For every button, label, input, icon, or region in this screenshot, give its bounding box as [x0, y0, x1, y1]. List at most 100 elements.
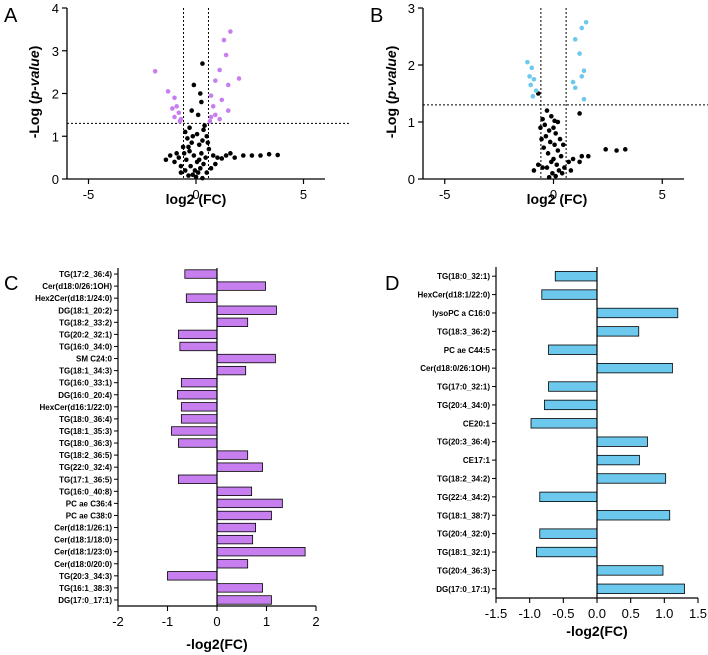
panel-b-y-tick-label: 0: [408, 172, 415, 187]
panel-a-point: [249, 153, 255, 158]
panel-b-significant-point: [581, 68, 587, 73]
panel-c-bar: [184, 269, 218, 279]
panel-b-point: [559, 171, 565, 176]
panel-c-category-label: Cer(d18:1/23:0): [54, 548, 112, 557]
panel-c-bar: [216, 450, 249, 460]
panel-a-point: [200, 175, 205, 181]
panel-b-significant-point: [530, 94, 536, 99]
panel-b-point: [568, 168, 574, 173]
panel-a-ylabel: -Log (p-value): [26, 46, 42, 139]
panel-b-significant-point: [525, 59, 530, 65]
panel-c-category-label: TG(18:1_34:3): [59, 367, 112, 376]
panel-b-point: [541, 145, 547, 150]
panel-d-category-label: TG(20:4_36:3): [437, 566, 490, 575]
panel-b-point: [603, 147, 608, 152]
panel-c-category-label: TG(18:2_33:2): [59, 318, 112, 327]
panel-d-bar: [596, 362, 673, 374]
panel-b-point: [545, 151, 551, 156]
panel-d-category-label: lysoPC a C16:0: [432, 309, 490, 318]
panel-d-category-label: TG(20:4_34:0): [437, 401, 490, 410]
panel-d-category-label: TG(18:3_36:2): [437, 327, 490, 336]
panel-c-category-label: TG(16:0_34:0): [59, 342, 112, 351]
panel-b-significant-point: [533, 88, 539, 93]
panel-d-bar: [596, 454, 640, 466]
panel-a-point: [163, 157, 169, 163]
panel-b-point: [570, 156, 576, 162]
panel-c-bar: [180, 402, 218, 412]
panel-a-significant-point: [174, 104, 179, 109]
panel-b-point: [551, 125, 556, 130]
panel-c-category-label: TG(16:0_40:8): [59, 487, 112, 496]
panel-a-xlabel: log2 (FC): [166, 191, 227, 207]
panel-b-point: [553, 131, 558, 136]
panel-d-category-label: CE20:1: [463, 419, 491, 428]
panel-b-point: [547, 139, 553, 145]
panel-d-bar: [554, 271, 598, 282]
panel-b-letter: B: [370, 5, 383, 27]
panel-b-x-tick-label: -5: [439, 187, 451, 202]
panel-a-significant-point: [172, 95, 177, 101]
panel-c-bar: [216, 353, 276, 364]
panel-c-bar: [216, 486, 253, 496]
panel-c-bar: [216, 462, 263, 472]
panel-c-bar: [216, 317, 249, 327]
panel-b-point: [552, 142, 557, 148]
panel-a-point: [195, 112, 201, 118]
panel-c-bar: [216, 522, 257, 533]
panel-c-bar: [180, 378, 218, 388]
panel-c-bar: [216, 305, 277, 315]
panel-a-point: [258, 153, 263, 158]
panel-a-point: [195, 170, 201, 175]
panel-c-bar: [216, 365, 247, 376]
panel-a-point: [232, 155, 237, 160]
panel-a-significant-point: [225, 82, 231, 88]
panel-d-x-tick-label: 1.5: [689, 606, 707, 621]
panel-c-category-label: SM C24:0: [76, 355, 113, 364]
panel-d-x-tick-label: 0.5: [622, 606, 640, 621]
panel-a-point: [184, 157, 189, 163]
panel-d-category-label: TG(18:1_38:7): [437, 511, 490, 520]
panel-b-point: [543, 133, 549, 139]
panel-b-significant-point: [570, 79, 576, 85]
panel-a-point: [213, 161, 218, 167]
panel-d-bar: [596, 326, 640, 337]
panel-d-category-label: PC ae C44:5: [444, 346, 491, 355]
panel-c-category-label: TG(17:2_36:4): [59, 270, 112, 279]
panel-d-category-label: HexCer(d18:1/22:0): [418, 291, 491, 300]
panel-c-category-label: Cer(d18:1/26:1): [54, 524, 112, 533]
panel-d-bar: [548, 344, 598, 355]
panel-a-significant-point: [223, 52, 229, 58]
panel-a-y-tick-label: 3: [52, 44, 59, 59]
panel-a-point: [203, 155, 208, 160]
panel-b-point: [531, 168, 537, 173]
panel-b-significant-point: [528, 82, 533, 88]
panel-a-significant-point: [208, 93, 214, 98]
panel-c-category-label: PC ae C36:4: [66, 499, 113, 508]
panel-a-x-tick-label: 5: [300, 187, 307, 202]
panel-d-bar: [539, 491, 598, 503]
panel-a-point: [167, 153, 173, 158]
panel-d-bar: [596, 473, 667, 484]
panel-c-bar: [176, 390, 218, 400]
panel-c-category-label: TG(18:2_36:5): [59, 451, 112, 460]
panel-c-bar: [180, 414, 218, 424]
panel-d-xlabel: -log2(FC): [566, 623, 627, 639]
panel-a-point: [204, 133, 210, 139]
panel-c-bar: [216, 534, 254, 545]
panel-d-bar: [596, 565, 664, 576]
panel-d-category-label: CE17:1: [463, 456, 491, 465]
panel-a-point: [201, 161, 206, 167]
panel-b-point: [540, 116, 545, 122]
panel-c-category-label: DG(17:0_17:1): [58, 596, 112, 605]
panel-a-point: [241, 153, 246, 158]
panel-b-point: [562, 165, 567, 170]
panel-b-point: [538, 125, 543, 130]
panel-c-category-label: Cer(d18:0/26:1OH): [42, 282, 112, 291]
panel-b-significant-point: [579, 74, 585, 79]
panel-a-significant-point: [217, 116, 222, 122]
panel-b-significant-point: [572, 85, 578, 91]
panel-c-category-label: TG(18:0_36:4): [59, 415, 112, 424]
panel-a-point: [189, 140, 194, 145]
panel-a-point: [188, 163, 193, 169]
panel-a-point: [191, 153, 197, 158]
